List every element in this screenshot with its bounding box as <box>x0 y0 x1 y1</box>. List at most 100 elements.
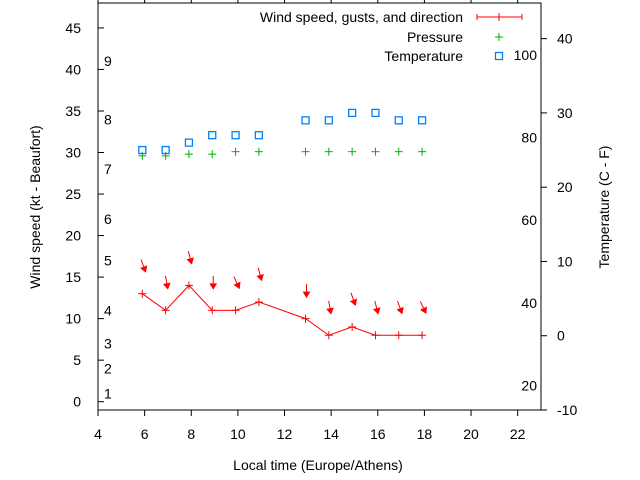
arrow-head <box>396 306 404 315</box>
x-tick-label: 12 <box>277 426 293 442</box>
wind-direction-arrow <box>186 251 194 265</box>
legend-swatch-temperature <box>494 51 504 61</box>
fahrenheit-label: 80 <box>521 129 537 145</box>
x-tick-label: 18 <box>417 426 433 442</box>
temperature-point <box>138 145 147 155</box>
y2-tick-label: 0 <box>557 328 565 344</box>
beaufort-label: 2 <box>104 360 112 376</box>
pressure-point <box>348 147 357 156</box>
pressure-point <box>301 147 310 156</box>
beaufort-label: 8 <box>104 111 112 127</box>
beaufort-label: 4 <box>104 302 112 318</box>
wind-speed-point <box>231 306 240 315</box>
temperature-point <box>417 116 427 125</box>
arrow-head <box>139 265 148 273</box>
arrow-head <box>372 307 381 315</box>
temperature-point <box>324 116 333 125</box>
x-tick-label: 22 <box>510 426 526 442</box>
wind-speed-line <box>142 284 423 336</box>
arrow-head <box>326 307 334 315</box>
x-tick-label: 6 <box>141 426 149 442</box>
fahrenheit-label: 100 <box>514 47 538 63</box>
marks <box>138 108 428 340</box>
fahrenheit-label: 40 <box>521 295 537 311</box>
arrow-head <box>419 306 428 315</box>
arrow-head <box>233 281 241 290</box>
wind-speed-point <box>348 322 357 331</box>
plot-border <box>97 2 542 411</box>
wind-speed-point <box>138 289 147 298</box>
x-tick-label: 10 <box>230 426 246 442</box>
legend-label-pressure: Pressure <box>407 29 463 45</box>
temperature-point <box>394 116 403 125</box>
legend-swatch-wind <box>476 13 523 21</box>
axes: 4 6 8 10 12 14 16 18 20 22051015202530354045-1001… <box>65 0 577 442</box>
temperature-point <box>254 131 264 140</box>
beaufort-label: 1 <box>104 385 112 401</box>
fahrenheit-label: 60 <box>521 212 537 228</box>
x-tick-label: 14 <box>323 426 339 442</box>
y-tick-label: 35 <box>65 103 81 119</box>
wind-speed-point <box>394 331 403 340</box>
arrow-head <box>186 257 194 265</box>
y2-tick-label: -10 <box>557 402 577 418</box>
wind-direction-arrow <box>233 276 241 290</box>
wind-direction-arrow <box>256 267 264 282</box>
fahrenheit-label: 20 <box>521 377 537 393</box>
y-tick-label: 10 <box>65 311 81 327</box>
beaufort-label: 9 <box>104 53 112 69</box>
y2-tick-label: 20 <box>557 179 573 195</box>
y-tick-label: 25 <box>65 186 81 202</box>
legend-swatch-pressure <box>495 33 503 41</box>
legend: Wind speed, gusts, and direction Pressur… <box>260 9 523 64</box>
y-tick-label: 40 <box>65 61 81 77</box>
y-tick-label: 45 <box>65 20 81 36</box>
legend-label-wind: Wind speed, gusts, and direction <box>260 9 463 25</box>
wind-direction-arrow <box>162 275 171 290</box>
pressure-point <box>324 147 333 156</box>
arrow-head <box>349 298 358 306</box>
wind-direction-arrow <box>396 300 404 315</box>
beaufort-label: 5 <box>104 252 112 268</box>
temperature-point <box>347 108 357 118</box>
wind-speed-point <box>324 331 333 340</box>
beaufort-label: 6 <box>104 211 112 227</box>
x-tick-label: 20 <box>463 426 479 442</box>
y2-tick-label: 40 <box>557 31 573 47</box>
y-axis-label: Wind speed (kt - Beaufort) <box>27 125 43 288</box>
temperature-point <box>184 138 194 147</box>
x-tick-label: 8 <box>187 426 195 442</box>
x-tick-label: 16 <box>370 426 386 442</box>
y2-tick-label: 10 <box>557 253 573 269</box>
wind-speed-point <box>254 298 263 307</box>
pressure-point <box>208 150 217 159</box>
wind-speed-point <box>371 331 380 340</box>
beaufort-label: 3 <box>104 336 112 352</box>
wind-direction-arrow <box>372 300 381 315</box>
temperature-point <box>231 131 240 140</box>
y-tick-label: 30 <box>65 145 81 161</box>
y-tick-label: 5 <box>73 352 81 368</box>
arrow-head <box>209 283 218 290</box>
x-tick-label: 4 <box>94 426 102 442</box>
wind-direction-arrow <box>419 301 428 315</box>
legend-label-temperature: Temperature <box>384 48 463 64</box>
y2-tick-label: 30 <box>557 105 573 121</box>
wind-speed-point <box>208 306 217 315</box>
pressure-point <box>231 147 240 156</box>
y2-axis-label: Temperature (C - F) <box>596 146 612 269</box>
wind-speed-point <box>301 314 310 323</box>
temperature-point <box>161 145 170 155</box>
arrow-head <box>256 273 264 282</box>
wind-direction-arrow <box>302 284 311 299</box>
temperature-point <box>371 108 380 118</box>
pressure-point <box>184 150 193 159</box>
y-tick-label: 20 <box>65 228 81 244</box>
temperature-point <box>208 131 217 140</box>
beaufort-label: 7 <box>104 161 112 177</box>
y-tick-label: 15 <box>65 269 81 285</box>
pressure-point <box>418 147 427 156</box>
wind-speed-point <box>418 331 427 340</box>
x-axis-label: Local time (Europe/Athens) <box>233 457 403 473</box>
